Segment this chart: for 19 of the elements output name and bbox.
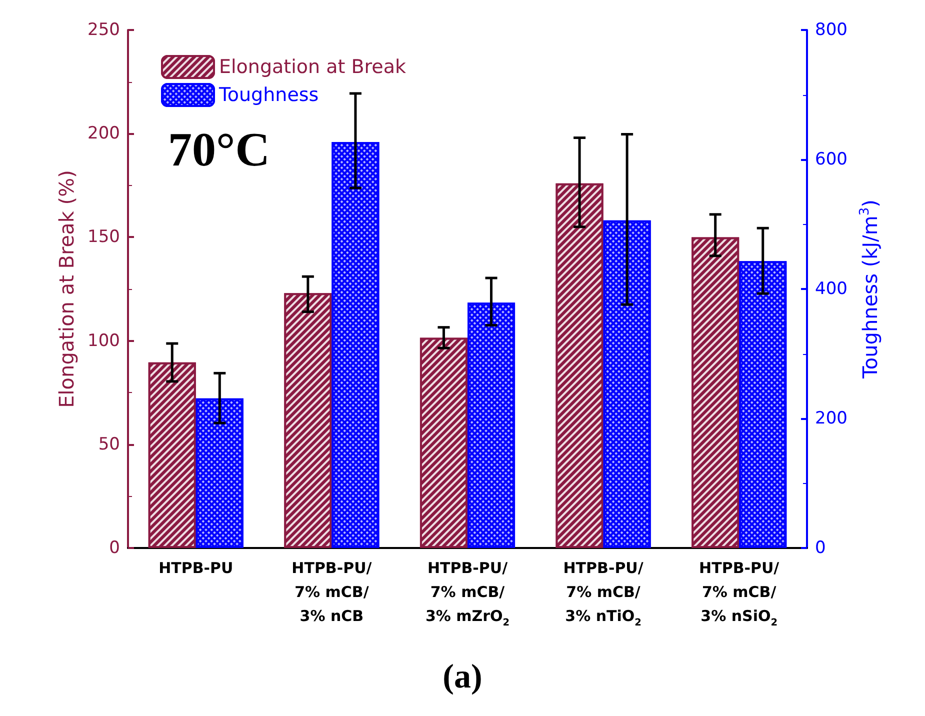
y-tick-label: 250 xyxy=(88,20,120,40)
y-tick-label: 100 xyxy=(88,330,120,351)
y2-tick-label: 600 xyxy=(815,150,848,170)
legend-label: Toughness xyxy=(218,84,319,106)
y2-tick-label: 200 xyxy=(815,408,848,428)
y2-tick-label: 800 xyxy=(815,20,848,40)
y-tick-label: 50 xyxy=(98,434,120,454)
y-tick-label: 200 xyxy=(88,124,120,144)
annotation: 70°C xyxy=(168,124,270,176)
y2-tick-label: 0 xyxy=(815,538,826,558)
text: (a) xyxy=(442,658,482,696)
x-tick-label: HTPB-PU xyxy=(158,559,234,577)
x-tick-label: HTPB-PU/ 7% mCB/ 3% nCB xyxy=(292,559,372,625)
legend-label: Elongation at Break xyxy=(219,56,406,78)
y-tick-label: 150 xyxy=(88,227,120,248)
y-axis-title: Elongation at Break (%) xyxy=(54,170,79,408)
y-tick-label: 0 xyxy=(109,538,120,558)
y2-axis-title: Toughness (kJ/m3) xyxy=(857,200,882,380)
y2-tick-label: 400 xyxy=(815,279,848,299)
